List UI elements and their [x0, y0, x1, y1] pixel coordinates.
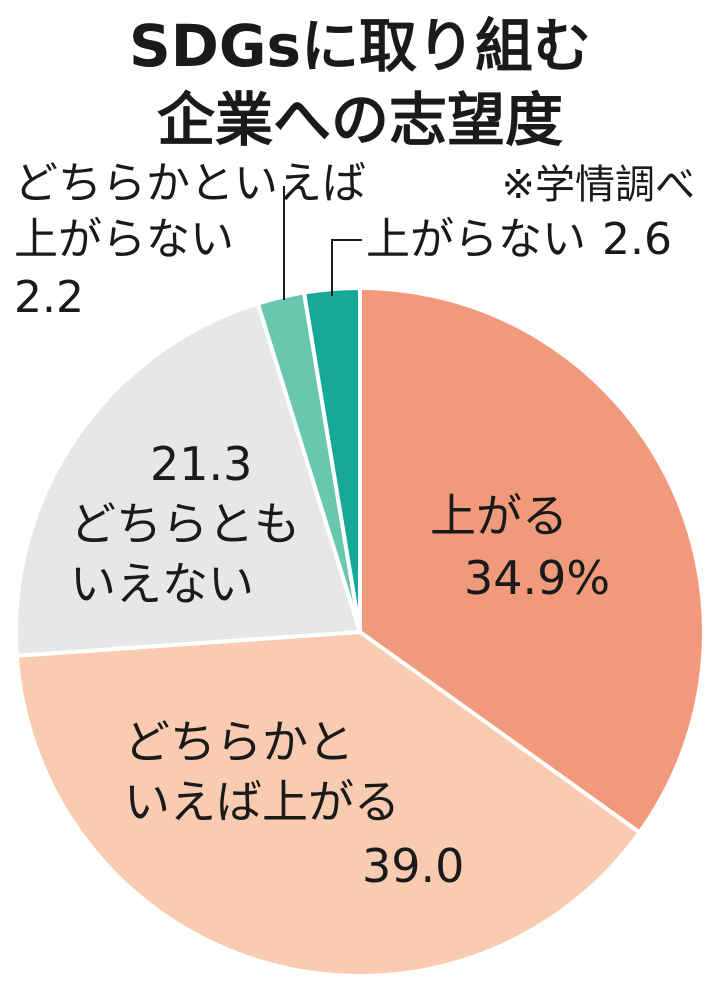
slice-label-dochiratomo-line-1: どちらとも: [70, 497, 300, 551]
slice-value-dochiratomo: 21.3: [150, 437, 252, 491]
slice-value-agaranai: 2.6: [602, 214, 672, 265]
pie-slice-dochiratomo: [14, 301, 362, 658]
slice-label-agaru: 上がる: [430, 489, 568, 543]
chart-title-line-1: SDGsに取り組む: [129, 12, 591, 80]
source-note: ※学情調べ: [501, 162, 695, 208]
pie-slice-dochiraka-agaru: [14, 630, 642, 978]
chart-title-line-2: 企業への志望度: [157, 86, 563, 154]
pie-slices: [14, 286, 707, 978]
slice-label-dochiratomo-line-2: いえない: [70, 557, 254, 611]
pie-slice-agaru: [358, 286, 707, 835]
slice-label-agaranai: 上がらない: [366, 214, 586, 265]
slice-label-dochiraka-agaranai-line-1: どちらかといえば: [14, 158, 366, 209]
slice-value-dochiraka-agaru: 39.0: [362, 839, 464, 893]
leader-line-agaranai: [331, 239, 362, 296]
slice-label-dochiraka-agaranai-line-2: 上がらない: [14, 214, 234, 265]
slice-label-dochiraka-agaru-line-2: いえば上がる: [124, 775, 400, 829]
slice-value-agaru: 34.9%: [464, 551, 610, 605]
slice-label-dochiraka-agaru-line-1: どちらかと: [124, 715, 354, 769]
slice-value-dochiraka-agaranai: 2.2: [14, 272, 84, 323]
